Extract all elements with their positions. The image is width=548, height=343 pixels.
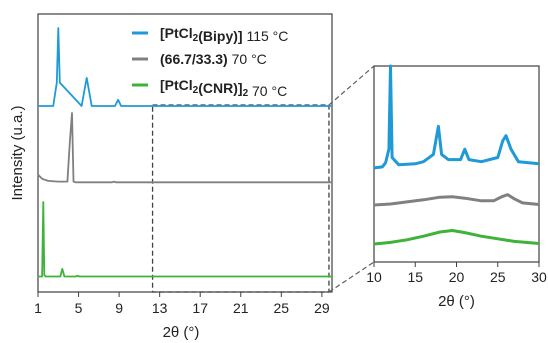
inset-x-tick-label: 10 <box>366 269 382 285</box>
inset-x-tick-label: 15 <box>407 269 423 285</box>
zoom-connector-top <box>328 65 375 106</box>
legend: [PtCl2(Bipy)] 115 °C (66.7/33.3) 70 °C [Pt… <box>132 25 288 99</box>
main-chart: 1 5 9 13 17 21 25 29 2θ (°) Intensity (u.a.) [PtCl… <box>9 13 333 341</box>
inset-x-axis-title: 2θ (°) <box>438 293 475 310</box>
main-x-tick-label: 5 <box>75 300 83 316</box>
main-x-axis-title: 2θ (°) <box>163 324 200 341</box>
main-x-tick-label: 29 <box>314 300 330 316</box>
legend-label-3: [PtCl2(CNR)]2 70 °C <box>160 77 287 99</box>
inset-x-tick-label: 30 <box>531 269 547 285</box>
main-x-tick-label: 13 <box>152 300 168 316</box>
inset-series-2-line <box>373 193 540 207</box>
main-x-tick-label: 17 <box>192 300 208 316</box>
inset-chart: 10 15 20 25 30 2θ (°) <box>366 64 547 310</box>
inset-series-3-line <box>373 229 540 246</box>
main-x-tick-label: 1 <box>34 300 42 316</box>
legend-label-1: [PtCl2(Bipy)] 115 °C <box>160 25 288 44</box>
main-series-2-line <box>37 112 332 184</box>
main-series-1-line <box>38 27 332 107</box>
main-series-3-line <box>38 201 332 278</box>
main-y-axis-title: Intensity (u.a.) <box>9 105 26 200</box>
main-x-tick-label: 9 <box>115 300 123 316</box>
zoom-region-box <box>151 104 330 293</box>
zoom-connector <box>328 65 375 293</box>
inset-x-tick-label: 20 <box>449 269 465 285</box>
inset-series-1-line <box>373 64 540 170</box>
zoom-connector-bottom <box>328 261 375 293</box>
legend-label-2: (66.7/33.3) 70 °C <box>160 51 267 67</box>
inset-x-tick-label: 25 <box>490 269 506 285</box>
main-x-tick-label: 25 <box>274 300 290 316</box>
main-x-tick-label: 21 <box>233 300 249 316</box>
